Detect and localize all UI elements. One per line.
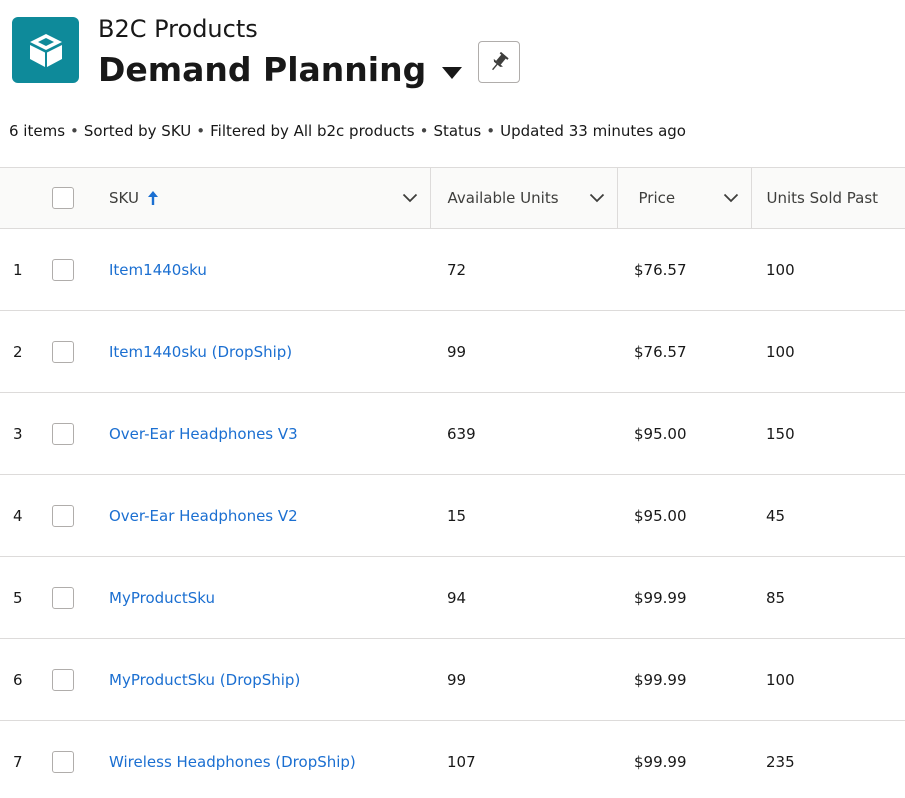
list-view-switcher-button[interactable] [438, 59, 466, 87]
column-label-price: Price [638, 189, 676, 207]
row-selector: 6 [0, 638, 92, 721]
pin-icon [492, 51, 509, 71]
available-units-cell: 72 [430, 228, 617, 311]
sku-cell: Over-Ear Headphones V3 [92, 392, 430, 475]
table-row: 4 Over-Ear Headphones V2 15 $95.00 45 [0, 474, 905, 557]
sku-cell: MyProductSku [92, 556, 430, 639]
select-all-checkbox[interactable] [52, 187, 74, 209]
list-view-header: B2C Products Demand Planning 6 items • Sor… [0, 0, 905, 167]
column-header-price[interactable]: Price [617, 167, 752, 229]
row-number: 3 [13, 424, 23, 443]
sorted-by: Sorted by SKU [83, 122, 192, 140]
available-units-cell: 99 [430, 310, 617, 393]
sku-link[interactable]: Over-Ear Headphones V3 [109, 424, 298, 443]
price-cell: $76.57 [617, 228, 751, 311]
row-selector: 4 [0, 474, 92, 557]
sku-link[interactable]: MyProductSku [109, 588, 216, 607]
row-checkbox[interactable] [52, 668, 74, 691]
table-row: 6 MyProductSku (DropShip) 99 $99.99 100 [0, 638, 905, 721]
row-selector: 3 [0, 392, 92, 475]
price-cell: $99.99 [617, 720, 751, 798]
sort-ascending-icon [147, 190, 159, 206]
units-sold-cell: 100 [751, 228, 905, 311]
product-box-icon [12, 17, 79, 83]
table-row: 7 Wireless Headphones (DropShip) 107 $99… [0, 720, 905, 798]
price-cell: $99.99 [617, 556, 751, 639]
sku-link[interactable]: Over-Ear Headphones V2 [109, 506, 298, 525]
column-header-sku[interactable]: SKU [92, 167, 431, 229]
table-row: 3 Over-Ear Headphones V3 639 $95.00 150 [0, 392, 905, 475]
sku-cell: MyProductSku (DropShip) [92, 638, 430, 721]
caret-down-icon [442, 67, 463, 79]
column-label-units-sold-past: Units Sold Past [766, 189, 879, 207]
column-label-sku: SKU [109, 189, 139, 207]
sku-cell: Item1440sku (DropShip) [92, 310, 430, 393]
meta-separator: • [70, 122, 79, 140]
units-sold-cell: 235 [751, 720, 905, 798]
price-cell: $99.99 [617, 638, 751, 721]
table-row: 5 MyProductSku 94 $99.99 85 [0, 556, 905, 639]
units-sold-cell: 85 [751, 556, 905, 639]
available-units-cell: 15 [430, 474, 617, 557]
column-header-units-sold-past[interactable]: Units Sold Past [751, 167, 905, 229]
available-units-cell: 99 [430, 638, 617, 721]
column-header-available-units[interactable]: Available Units [430, 167, 618, 229]
row-checkbox[interactable] [52, 422, 74, 445]
page-title: Demand Planning [98, 50, 427, 89]
available-units-cell: 639 [430, 392, 617, 475]
row-number: 2 [13, 342, 23, 361]
row-checkbox[interactable] [52, 504, 74, 527]
price-cell: $95.00 [617, 474, 751, 557]
meta-separator: • [196, 122, 206, 140]
column-label-available-units: Available Units [447, 189, 559, 207]
list-view-info: 6 items • Sorted by SKU • Filtered by All b2… [9, 121, 686, 141]
price-cell: $95.00 [617, 392, 751, 475]
sku-link[interactable]: Item1440sku [109, 260, 207, 279]
row-checkbox[interactable] [52, 750, 74, 773]
status-filter: Status [433, 122, 482, 140]
row-selector: 1 [0, 228, 92, 311]
title-row: Demand Planning [98, 46, 466, 94]
sku-link[interactable]: MyProductSku (DropShip) [109, 670, 301, 689]
updated-time: Updated 33 minutes ago [500, 122, 686, 140]
table-row: 2 Item1440sku (DropShip) 99 $76.57 100 [0, 310, 905, 393]
units-sold-cell: 150 [751, 392, 905, 475]
available-units-cell: 94 [430, 556, 617, 639]
sku-cell: Wireless Headphones (DropShip) [92, 720, 430, 798]
sku-cell: Over-Ear Headphones V2 [92, 474, 430, 557]
row-number: 5 [13, 588, 23, 607]
column-menu-price-chevron-down-icon[interactable] [723, 193, 739, 203]
units-sold-cell: 100 [751, 638, 905, 721]
column-menu-sku-chevron-down-icon[interactable] [402, 193, 418, 203]
row-checkbox[interactable] [52, 340, 74, 363]
row-selector: 5 [0, 556, 92, 639]
row-selector: 7 [0, 720, 92, 798]
filtered-by: Filtered by All b2c products [210, 122, 415, 140]
object-label: B2C Products [98, 15, 258, 43]
meta-separator: • [419, 122, 429, 140]
row-checkbox[interactable] [52, 586, 74, 609]
price-cell: $76.57 [617, 310, 751, 393]
column-menu-available-units-chevron-down-icon[interactable] [589, 193, 605, 203]
sku-link[interactable]: Item1440sku (DropShip) [109, 342, 293, 361]
items-count: 6 items [9, 122, 66, 140]
pin-list-button[interactable] [478, 41, 520, 83]
select-all-header [0, 167, 92, 229]
row-number: 6 [13, 670, 23, 689]
row-number: 4 [13, 506, 23, 525]
row-selector: 2 [0, 310, 92, 393]
table-header-row: SKU Available Units [0, 167, 905, 229]
sku-cell: Item1440sku [92, 228, 430, 311]
units-sold-cell: 100 [751, 310, 905, 393]
row-number: 7 [13, 752, 23, 771]
available-units-cell: 107 [430, 720, 617, 798]
meta-separator: • [486, 122, 496, 140]
data-table: SKU Available Units [0, 167, 905, 798]
table-row: 1 Item1440sku 72 $76.57 100 [0, 228, 905, 311]
row-checkbox[interactable] [52, 258, 74, 281]
units-sold-cell: 45 [751, 474, 905, 557]
row-number: 1 [13, 260, 23, 279]
sku-link[interactable]: Wireless Headphones (DropShip) [109, 752, 356, 771]
